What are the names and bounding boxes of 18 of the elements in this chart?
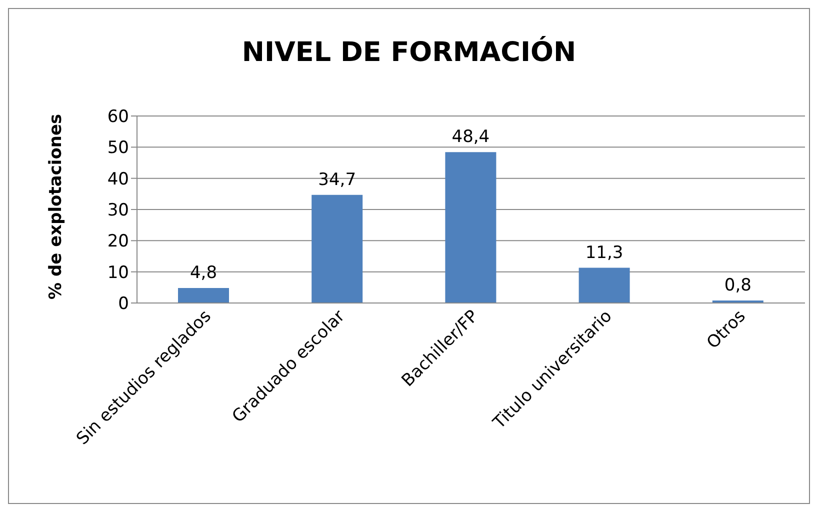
chart-title: NIVEL DE FORMACIÓN xyxy=(240,37,578,68)
y-tick-label: 30 xyxy=(107,200,129,221)
y-tick-label: 0 xyxy=(118,294,129,314)
bar xyxy=(178,288,229,303)
data-label: 0,8 xyxy=(724,276,752,296)
y-axis-title: % de explotaciones xyxy=(46,114,66,300)
bar xyxy=(445,152,496,303)
data-label: 4,8 xyxy=(190,263,218,284)
data-label: 48,4 xyxy=(452,127,490,148)
data-label: 11,3 xyxy=(585,242,624,263)
y-tick-label: 40 xyxy=(107,169,129,190)
y-tick-label: 10 xyxy=(107,262,129,283)
y-tick-label: 60 xyxy=(107,107,129,128)
data-label: 34,7 xyxy=(318,170,356,190)
y-tick-label: 50 xyxy=(107,138,129,158)
bar xyxy=(578,268,630,303)
bar xyxy=(312,194,363,303)
y-tick-label: 20 xyxy=(107,232,129,252)
